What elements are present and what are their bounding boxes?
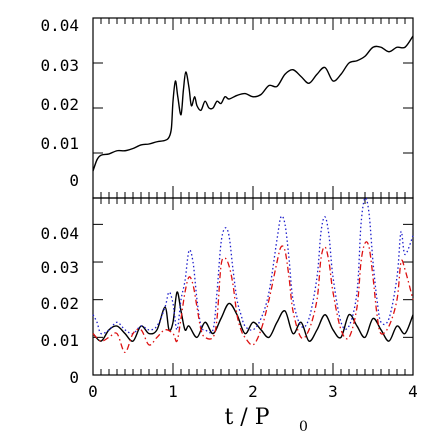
bottom-y-tick-label-2: 0.02: [40, 294, 79, 313]
x-tick-label-2: 2: [248, 382, 258, 401]
bottom-series-line-0: [92, 291, 414, 342]
top-series-line-0: [92, 35, 414, 172]
top-y-tick-label-2: 0.02: [40, 95, 79, 114]
bottom-y-tick-label-4: 0.04: [40, 224, 79, 243]
bottom-series-line-1: [92, 197, 414, 335]
x-tick-label-3: 3: [328, 382, 338, 401]
bottom-y-tick-label-0: 0: [69, 368, 79, 387]
bottom-y-labels: 0 0.01 0.02 0.03 0.04: [40, 224, 79, 387]
x-axis-title-subscript: 0: [299, 419, 308, 435]
bottom-y-tick-label-1: 0.01: [40, 331, 79, 350]
top-y-tick-label-0: 0: [69, 171, 79, 190]
bottom-x-labels: 0 1 2 3 4: [88, 382, 418, 401]
top-series: [92, 35, 414, 172]
top-y-labels: 0 0.01 0.02 0.03 0.04: [40, 16, 79, 190]
top-y-tick-label-1: 0.01: [40, 134, 79, 153]
bottom-series: [92, 197, 414, 354]
bottom-y-tick-label-3: 0.03: [40, 258, 79, 277]
top-y-tick-label-4: 0.04: [40, 16, 79, 35]
x-tick-label-1: 1: [168, 382, 178, 401]
bottom-panel: 0 0.01 0.02 0.03 0.04 0 1 2 3 4: [40, 197, 418, 401]
top-panel: 0 0.01 0.02 0.03 0.04: [40, 16, 414, 199]
x-tick-label-0: 0: [88, 382, 98, 401]
top-plot-frame: [92, 17, 414, 199]
x-axis-title: t / P: [224, 405, 269, 430]
top-y-tick-label-3: 0.03: [40, 56, 79, 75]
top-ticks: [92, 17, 414, 199]
bottom-ticks: [92, 198, 414, 376]
x-tick-label-4: 4: [408, 382, 418, 401]
bottom-series-line-2: [92, 241, 414, 354]
bottom-plot-frame: [92, 197, 414, 376]
